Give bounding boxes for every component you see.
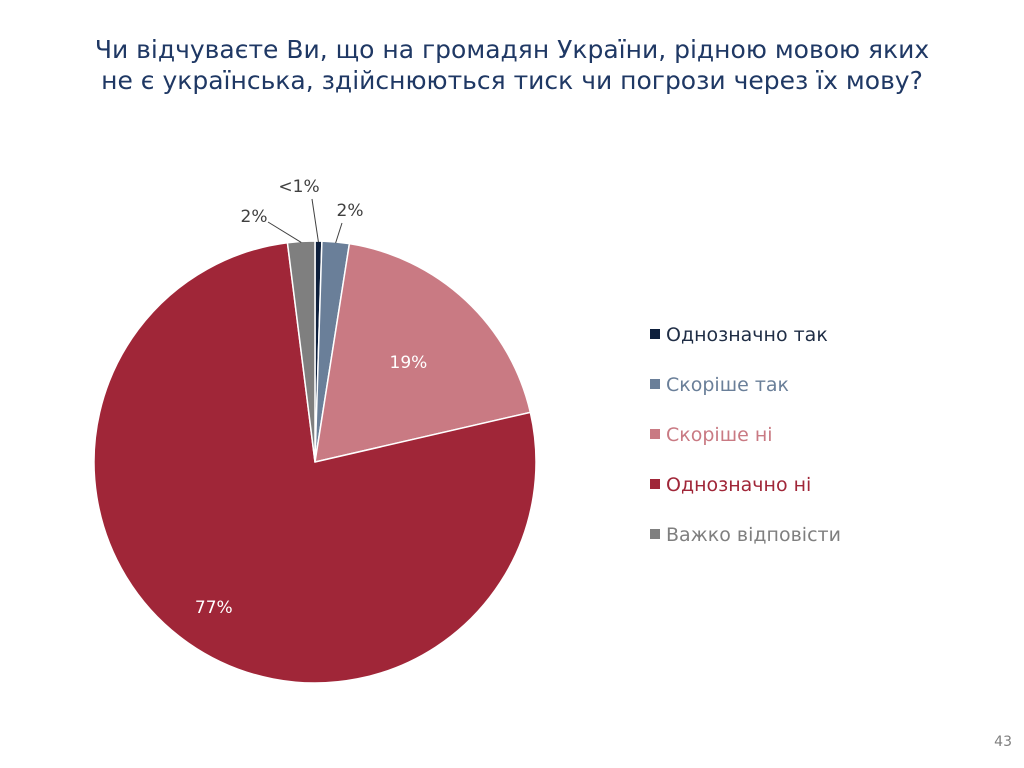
data-label-definitely-no: 77%	[195, 598, 233, 618]
data-label-hard-to-say: 2%	[241, 207, 268, 227]
leader-line-definitely-yes	[311, 198, 319, 243]
pie-slice-rather-no	[314, 242, 532, 463]
legend-item-hard-to-say: Важко відповісти	[650, 520, 841, 570]
chart-title-line2: не є українська, здійснюються тиск чи по…	[101, 66, 923, 95]
legend-swatch	[650, 478, 660, 489]
legend-label: Скоріше так	[666, 374, 790, 396]
data-label-definitely-yes: <1%	[278, 177, 319, 197]
pie-slice-hard-to-say	[286, 240, 316, 463]
legend-label: Однозначно ні	[666, 474, 812, 496]
data-label-rather-yes: 2%	[337, 201, 364, 221]
leader-line-hard-to-say	[267, 221, 302, 243]
legend-item-rather-yes: Скоріше так	[650, 370, 841, 420]
chart-title: Чи відчуваєте Ви, що на громадян України…	[0, 34, 1024, 96]
legend-label: Важко відповісти	[666, 524, 841, 546]
legend-item-definitely-yes: Однозначно так	[650, 320, 841, 370]
legend-swatch	[650, 528, 660, 539]
chart-legend: Однозначно так Скоріше так Скоріше ні Одноз…	[650, 320, 841, 570]
data-label-rather-no: 19%	[390, 353, 428, 373]
pie-slice-definitely-no	[93, 241, 537, 684]
legend-label: Скоріше ні	[666, 424, 773, 446]
legend-item-definitely-no: Однозначно ні	[650, 470, 841, 520]
legend-swatch	[650, 378, 660, 389]
legend-swatch	[650, 328, 660, 339]
legend-label: Однозначно так	[666, 324, 828, 346]
legend-swatch	[650, 428, 660, 439]
page-number: 43	[994, 734, 1012, 750]
chart-title-line1: Чи відчуваєте Ви, що на громадян України…	[94, 35, 930, 64]
leader-line-rather-yes	[335, 222, 343, 244]
legend-item-rather-no: Скоріше ні	[650, 420, 841, 470]
